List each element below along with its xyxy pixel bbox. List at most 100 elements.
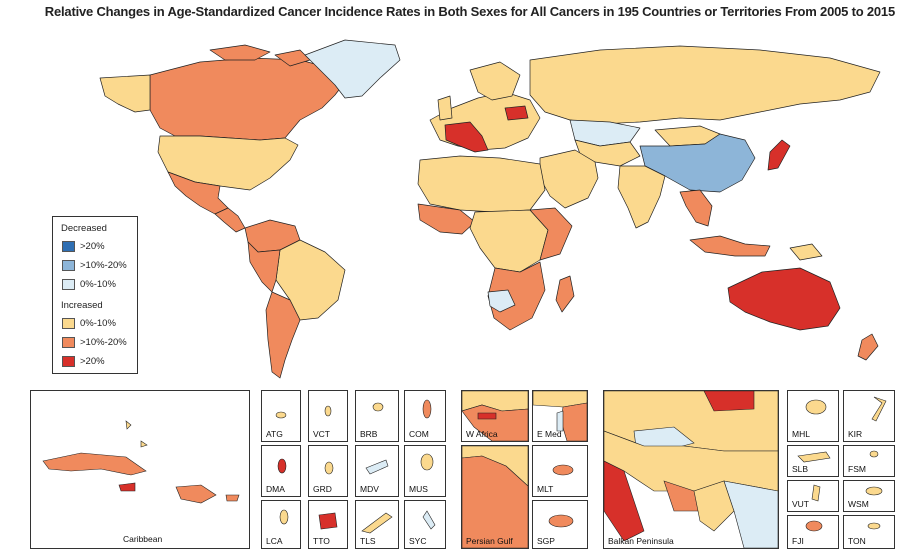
- inset-com: COM: [404, 390, 446, 442]
- legend-item-dec-10-20: >10%-20%: [62, 260, 127, 271]
- inset-label: SYC: [409, 536, 427, 546]
- region-turkey: [723, 480, 778, 548]
- legend: Decreased >20% >10%-20% 0%-10% Increased…: [52, 216, 138, 374]
- inset-wsm: WSM: [843, 480, 895, 512]
- region-poland: [504, 105, 529, 121]
- region-central-africa: [469, 209, 549, 273]
- inset-label: FSM: [848, 464, 866, 474]
- inset-atg: ATG: [261, 390, 301, 442]
- region-alaska: [99, 74, 151, 113]
- inset-label: SLB: [792, 464, 809, 474]
- legend-swatch: [62, 318, 75, 329]
- legend-swatch: [62, 337, 75, 348]
- legend-item-inc-0-10: 0%-10%: [62, 318, 116, 329]
- region-west-africa: [417, 203, 476, 235]
- inset-label: WSM: [848, 499, 869, 509]
- caribbean-shapes: [42, 420, 240, 504]
- region-australia: [727, 267, 841, 331]
- island-shape: [865, 486, 883, 496]
- region-canada: [149, 57, 346, 141]
- legend-label: >20%: [80, 241, 105, 252]
- inset-label: LCA: [266, 536, 283, 546]
- island-shape: [422, 399, 432, 419]
- inset-tls: TLS: [355, 500, 399, 549]
- island-shape: [324, 461, 334, 475]
- island-shape: [365, 459, 389, 475]
- inset-slb: SLB: [787, 445, 839, 477]
- inset-mlt: MLT: [532, 445, 588, 497]
- legend-item-inc-10-20: >10%-20%: [62, 337, 127, 348]
- island-shape: [279, 509, 289, 525]
- region-lebanon-israel: [560, 402, 587, 441]
- region-russia: [529, 45, 881, 125]
- island-shape: [867, 522, 881, 530]
- inset-vct: VCT: [308, 390, 348, 442]
- region-new-zealand: [857, 333, 879, 361]
- inset-fji: FJI: [787, 515, 839, 549]
- region-brazil: [275, 239, 346, 321]
- island-shape: [552, 464, 574, 476]
- inset-syc: SYC: [404, 500, 446, 549]
- inset-label: COM: [409, 429, 429, 439]
- island-shape: [805, 399, 827, 415]
- legend-swatch: [62, 241, 75, 252]
- inset-mdv: MDV: [355, 445, 399, 497]
- island-shape: [548, 514, 574, 528]
- inset-ton: TON: [843, 515, 895, 549]
- region-gambia: [477, 412, 497, 420]
- region-argentina: [265, 291, 301, 379]
- region-indonesia: [689, 235, 771, 257]
- island-shape: [422, 510, 436, 530]
- island-shape: [805, 520, 823, 532]
- inset-label: TLS: [360, 536, 376, 546]
- inset-label: MHL: [792, 429, 810, 439]
- region-japan: [767, 139, 791, 171]
- inset-caribbean: Caribbean: [30, 390, 250, 549]
- legend-swatch: [62, 260, 75, 271]
- region-puerto-rico: [225, 494, 240, 502]
- region-saudi-arabia: [462, 455, 528, 548]
- legend-label: >10%-20%: [80, 260, 127, 271]
- region-middle-east: [539, 149, 599, 209]
- region-central-america: [214, 207, 246, 233]
- region-hispaniola: [175, 484, 217, 504]
- region-peru: [247, 241, 281, 293]
- inset-grd: GRD: [308, 445, 348, 497]
- island-shape: [372, 402, 384, 412]
- inset-label: BRB: [360, 429, 378, 439]
- inset-brb: BRB: [355, 390, 399, 442]
- legend-item-inc-gt20: >20%: [62, 356, 105, 367]
- legend-swatch: [62, 279, 75, 290]
- inset-persian-gulf: Persian Gulf: [461, 445, 529, 549]
- inset-kir: KIR: [843, 390, 895, 442]
- inset-label: VCT: [313, 429, 330, 439]
- inset-label: E Med: [537, 429, 562, 439]
- inset-mhl: MHL: [787, 390, 839, 442]
- island-shape: [869, 450, 879, 458]
- island-shape: [797, 451, 831, 463]
- region-greece: [693, 480, 735, 532]
- legend-label: 0%-10%: [80, 279, 116, 290]
- legend-decreased-heading: Decreased: [61, 223, 107, 234]
- legend-swatch: [62, 356, 75, 367]
- inset-label: TON: [848, 536, 866, 546]
- legend-item-dec-0-10: 0%-10%: [62, 279, 116, 290]
- region-bahamas: [125, 420, 148, 448]
- inset-tto: TTO: [308, 500, 348, 549]
- inset-label: FJI: [792, 536, 804, 546]
- region-east-africa: [529, 207, 573, 261]
- inset-label: MLT: [537, 484, 554, 494]
- inset-dma: DMA: [261, 445, 301, 497]
- inset-label: DMA: [266, 484, 285, 494]
- inset-fsm: FSM: [843, 445, 895, 477]
- region-north-africa: [417, 155, 546, 213]
- legend-label: >10%-20%: [80, 337, 127, 348]
- region-scandinavia: [469, 61, 521, 101]
- inset-w-africa: W Africa: [461, 390, 529, 442]
- region-balkan-red: [703, 391, 755, 412]
- region-jamaica: [118, 482, 136, 492]
- inset-label: KIR: [848, 429, 863, 439]
- island-shape: [361, 512, 393, 534]
- island-shape: [811, 484, 821, 502]
- inset-lca: LCA: [261, 500, 301, 549]
